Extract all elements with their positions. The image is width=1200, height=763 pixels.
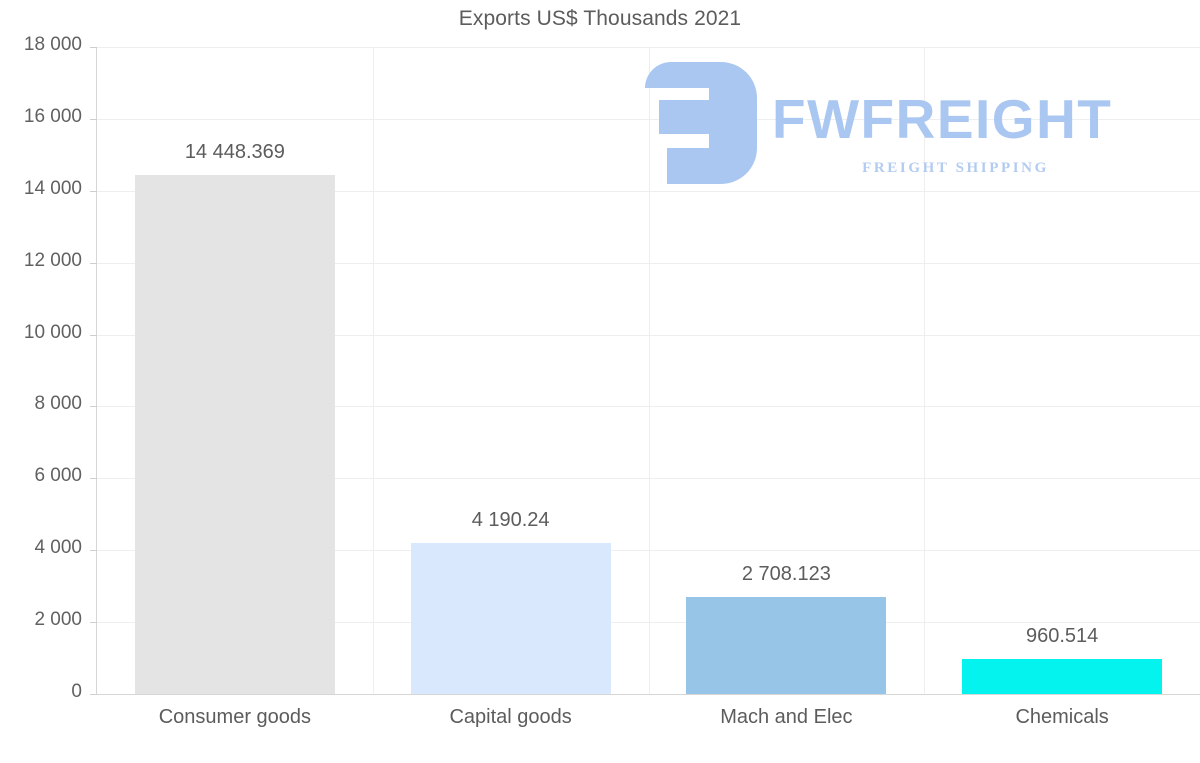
x-axis-tick-label: Consumer goods [158,706,312,728]
gridline [97,694,1200,695]
y-axis-tick-label: 14 000 [23,177,82,199]
y-axis-tick [90,694,97,695]
y-axis-tick [90,190,97,192]
y-axis-tick [90,118,97,120]
gridline [97,406,1200,408]
y-axis-tick-label: 12 000 [23,249,82,271]
y-axis-tick [90,406,97,408]
y-axis-tick-label: 4 000 [34,537,82,559]
y-axis-tick-label: 10 000 [23,321,82,343]
y-axis-tick [90,478,97,480]
gridline [97,262,1200,264]
y-axis-tick-label: 2 000 [34,609,82,631]
bar-value-label: 960.514 [1025,625,1099,648]
y-axis-tick [90,47,97,48]
gridline [97,478,1200,480]
x-axis-tick-label: Mach and Elec [720,706,853,728]
bar[interactable] [410,543,611,694]
bar[interactable] [962,659,1163,694]
y-axis-tick-label: 6 000 [34,465,82,487]
gridline [373,47,374,694]
gridline [97,47,1200,48]
bar[interactable] [686,596,887,694]
plot-area [97,47,1200,695]
x-axis-tick-label: Capital goods [449,706,572,728]
bar-value-label: 4 190.24 [471,509,550,532]
x-axis-tick-label: Chemicals [1015,706,1109,728]
bar[interactable] [134,174,335,694]
y-axis-tick [90,622,97,624]
gridline [924,47,925,694]
gridline [97,190,1200,192]
bar-value-label: 14 448.369 [184,140,285,163]
gridline [97,550,1200,552]
y-axis-tick [90,262,97,264]
gridline [649,47,650,694]
y-axis-tick-label: 8 000 [34,393,82,415]
gridline [97,622,1200,624]
y-axis-tick [90,334,97,336]
y-axis-tick-label: 16 000 [23,105,82,127]
y-axis-line [96,47,97,695]
chart-title: Exports US$ Thousands 2021 [458,7,742,30]
y-axis-tick-label: 18 000 [23,34,82,55]
gridline [97,334,1200,336]
y-axis-tick [90,550,97,552]
bar-value-label: 2 708.123 [741,562,831,585]
y-axis-tick-label: 0 [71,681,82,702]
